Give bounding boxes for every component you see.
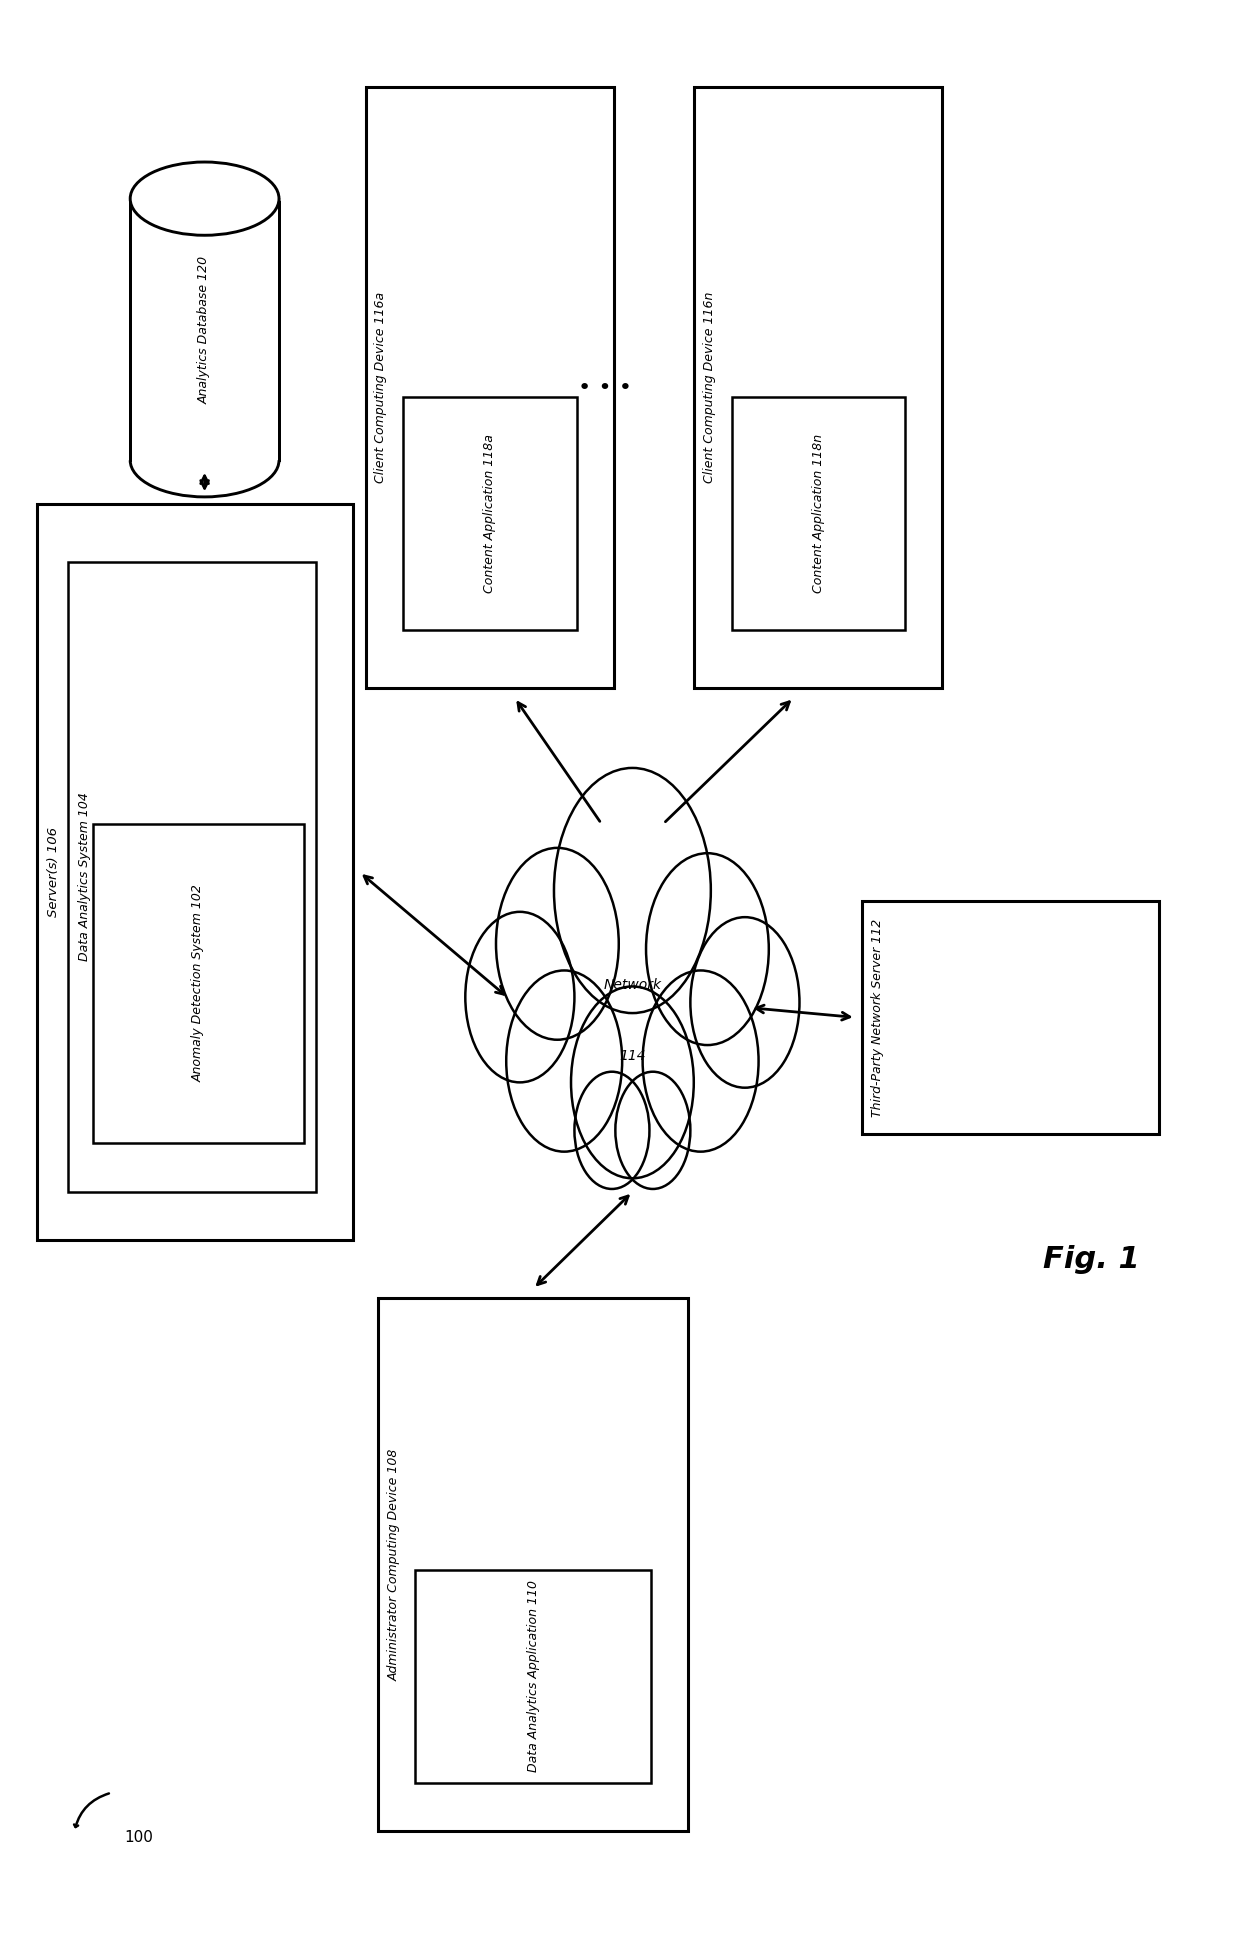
FancyBboxPatch shape bbox=[37, 504, 353, 1240]
Text: Content Application 118n: Content Application 118n bbox=[812, 434, 825, 593]
FancyBboxPatch shape bbox=[130, 200, 279, 461]
Text: Third-Party Network Server 112: Third-Party Network Server 112 bbox=[872, 919, 884, 1116]
Text: Network: Network bbox=[604, 977, 661, 992]
Circle shape bbox=[554, 767, 711, 1014]
Circle shape bbox=[574, 1072, 650, 1190]
Text: 114: 114 bbox=[619, 1048, 646, 1064]
Text: Client Computing Device 116n: Client Computing Device 116n bbox=[703, 293, 715, 483]
Text: Fig. 1: Fig. 1 bbox=[1043, 1246, 1140, 1273]
FancyBboxPatch shape bbox=[93, 824, 304, 1143]
Circle shape bbox=[615, 1072, 691, 1190]
FancyBboxPatch shape bbox=[366, 87, 614, 688]
Text: Data Analytics Application 110: Data Analytics Application 110 bbox=[527, 1579, 539, 1773]
Circle shape bbox=[506, 971, 622, 1151]
Circle shape bbox=[642, 971, 759, 1151]
Text: Client Computing Device 116a: Client Computing Device 116a bbox=[374, 293, 387, 483]
Ellipse shape bbox=[130, 163, 279, 234]
Text: Analytics Database 120: Analytics Database 120 bbox=[198, 256, 211, 403]
FancyBboxPatch shape bbox=[732, 397, 905, 630]
Text: Administrator Computing Device 108: Administrator Computing Device 108 bbox=[388, 1450, 401, 1680]
Circle shape bbox=[691, 917, 800, 1087]
FancyBboxPatch shape bbox=[862, 901, 1159, 1134]
Text: 100: 100 bbox=[124, 1829, 153, 1845]
Circle shape bbox=[570, 986, 694, 1178]
FancyBboxPatch shape bbox=[403, 397, 577, 630]
FancyBboxPatch shape bbox=[694, 87, 942, 688]
Text: • • •: • • • bbox=[578, 378, 632, 397]
Circle shape bbox=[496, 849, 619, 1041]
Text: Data Analytics System 104: Data Analytics System 104 bbox=[78, 793, 91, 961]
Circle shape bbox=[646, 853, 769, 1045]
Text: Server(s) 106: Server(s) 106 bbox=[47, 828, 60, 917]
Text: Anomaly Detection System 102: Anomaly Detection System 102 bbox=[192, 884, 205, 1083]
FancyBboxPatch shape bbox=[415, 1570, 651, 1783]
Circle shape bbox=[465, 913, 574, 1081]
Text: Content Application 118a: Content Application 118a bbox=[484, 434, 496, 593]
FancyBboxPatch shape bbox=[378, 1298, 688, 1831]
FancyBboxPatch shape bbox=[68, 562, 316, 1192]
